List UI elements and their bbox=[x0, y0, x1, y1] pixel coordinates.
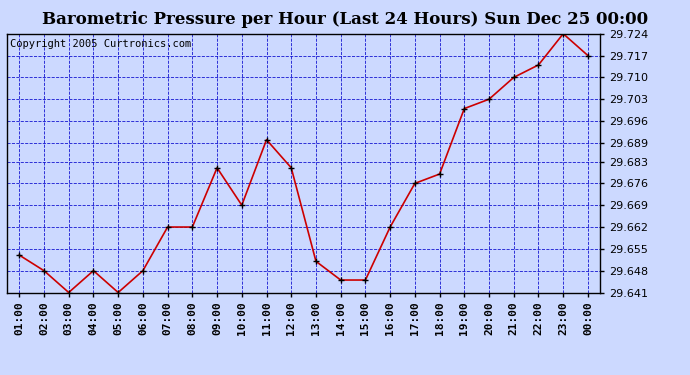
Text: Barometric Pressure per Hour (Last 24 Hours) Sun Dec 25 00:00: Barometric Pressure per Hour (Last 24 Ho… bbox=[42, 11, 648, 28]
Text: Copyright 2005 Curtronics.com: Copyright 2005 Curtronics.com bbox=[10, 39, 191, 49]
